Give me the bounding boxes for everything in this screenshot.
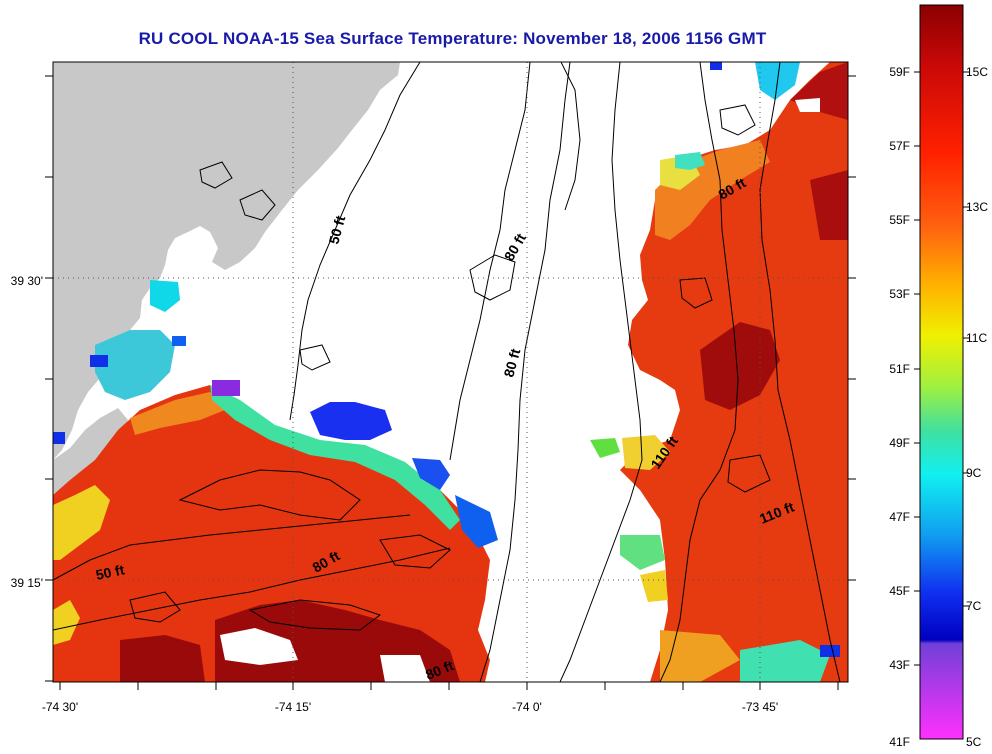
frontal-band — [210, 385, 460, 530]
contour-label: 50 ft — [94, 561, 126, 583]
cold-water-inlet — [95, 330, 175, 400]
axis-ticks — [45, 75, 856, 690]
lon-label: -74 30' — [42, 700, 78, 714]
cold-streak — [412, 458, 450, 490]
lon-label: -74 15' — [275, 700, 311, 714]
no-data-gap — [380, 655, 430, 682]
lat-label: 39 15' — [11, 576, 43, 590]
warm-water-east-fringe — [620, 535, 665, 570]
lat-label: 39 30' — [11, 274, 43, 288]
warm-water-fringe — [53, 600, 80, 645]
cold-streak — [310, 402, 392, 440]
cold-water-inlet — [150, 280, 180, 312]
longitude-labels: -74 30' -74 15' -74 0' -73 45' — [42, 700, 778, 714]
map-title: RU COOL NOAA-15 Sea Surface Temperature:… — [138, 29, 767, 48]
lon-label: -73 45' — [742, 700, 778, 714]
land-area — [53, 62, 400, 460]
hot-core-east — [810, 170, 848, 240]
warm-water-fringe — [130, 392, 230, 435]
latitude-labels: 39 30' 39 15' — [11, 274, 43, 590]
warm-water-east-fringe — [590, 438, 620, 458]
warm-water-fringe — [53, 485, 110, 560]
contour-label: 50 ft — [325, 214, 348, 246]
plot-frame — [52, 61, 849, 683]
lon-label: -74 0' — [512, 700, 542, 714]
no-data-gap — [795, 98, 820, 112]
contour-labels: 50 ft 80 ft 80 ft 80 ft 80 ft 110 ft 110… — [94, 174, 796, 682]
no-data-gap — [220, 628, 298, 665]
hot-core-south — [120, 635, 205, 682]
cold-patch-southeast — [740, 640, 830, 682]
depth-contours — [53, 62, 841, 682]
cold-streak — [455, 495, 498, 548]
warm-water-east-fringe — [640, 570, 668, 602]
graticule — [53, 62, 848, 682]
warm-water-east-fringe — [675, 152, 705, 170]
warm-water-east-fringe — [622, 435, 670, 470]
warm-water-east-fringe — [660, 630, 740, 682]
contour-label: 80 ft — [500, 347, 523, 379]
land-area-south — [53, 408, 128, 495]
